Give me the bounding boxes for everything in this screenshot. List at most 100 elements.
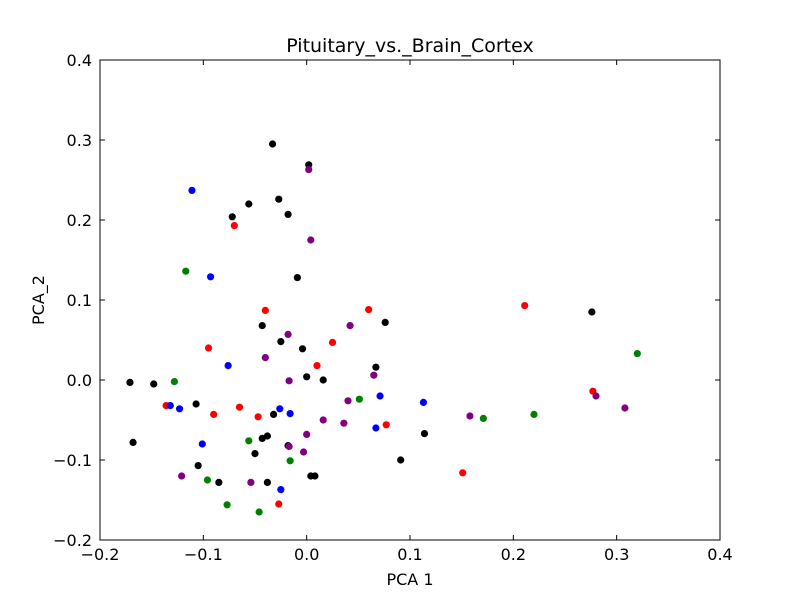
data-point xyxy=(228,213,236,221)
data-point xyxy=(268,140,277,148)
data-point xyxy=(284,330,292,338)
data-point xyxy=(235,403,244,411)
data-point xyxy=(621,404,629,412)
data-point xyxy=(307,236,315,244)
data-point xyxy=(286,410,294,418)
data-point xyxy=(210,410,218,418)
data-point xyxy=(206,273,215,281)
data-point xyxy=(166,402,174,410)
data-point xyxy=(633,350,641,358)
data-point xyxy=(245,437,253,445)
data-point xyxy=(370,371,378,379)
data-point xyxy=(313,362,321,370)
data-point xyxy=(328,338,337,346)
data-point xyxy=(420,430,429,438)
data-point xyxy=(255,508,263,516)
data-point xyxy=(258,322,266,330)
y-tick-label: −0.2 xyxy=(53,531,92,550)
data-point xyxy=(150,380,158,388)
data-point xyxy=(303,430,311,438)
data-point xyxy=(194,462,202,470)
data-point xyxy=(126,378,134,386)
x-tick-label: 0.2 xyxy=(501,545,526,564)
data-point xyxy=(344,397,352,405)
y-tick-label: 0.2 xyxy=(67,211,92,230)
data-point xyxy=(466,412,474,420)
y-tick-label: 0.1 xyxy=(67,291,92,310)
data-point xyxy=(203,476,212,484)
data-point xyxy=(251,450,259,458)
data-point xyxy=(588,308,596,316)
data-point xyxy=(261,354,269,362)
data-point xyxy=(419,398,428,406)
data-point xyxy=(198,440,206,448)
data-point xyxy=(530,410,538,418)
data-point xyxy=(182,267,190,275)
data-point xyxy=(129,438,137,446)
data-point xyxy=(275,195,283,203)
data-point xyxy=(270,410,278,418)
data-point xyxy=(521,302,529,310)
data-point xyxy=(340,419,348,427)
data-point xyxy=(178,472,186,480)
series-4 xyxy=(170,267,641,516)
data-point xyxy=(305,166,313,174)
y-tick-label: −0.1 xyxy=(53,451,92,470)
x-tick-label: 0.0 xyxy=(294,545,319,564)
y-tick-label: 0.4 xyxy=(67,51,92,70)
series-2 xyxy=(166,186,428,494)
data-point xyxy=(263,478,271,486)
data-point xyxy=(215,478,223,486)
data-point xyxy=(311,472,319,480)
data-point xyxy=(299,448,308,456)
data-point xyxy=(230,222,238,230)
data-point xyxy=(592,392,600,400)
data-point xyxy=(247,478,255,486)
data-point xyxy=(254,413,262,421)
chart-title: Pituitary_vs._Brain_Cortex xyxy=(286,35,533,57)
data-point xyxy=(275,500,283,508)
data-point xyxy=(372,424,380,432)
data-point xyxy=(372,363,380,371)
data-point xyxy=(319,376,327,384)
data-point xyxy=(188,186,196,194)
data-point xyxy=(276,405,284,413)
data-point xyxy=(224,362,232,370)
data-point xyxy=(223,501,231,509)
series-0 xyxy=(126,140,596,486)
x-tick-label: 0.3 xyxy=(604,545,629,564)
data-point xyxy=(397,456,405,464)
points-layer xyxy=(126,140,641,516)
data-point xyxy=(277,486,285,494)
data-point xyxy=(381,318,389,326)
x-tick-label: −0.2 xyxy=(81,545,120,564)
x-tick-label: 0.4 xyxy=(707,545,732,564)
plot-area xyxy=(100,60,720,540)
data-point xyxy=(355,395,363,403)
data-point xyxy=(285,442,293,450)
series-3 xyxy=(178,166,629,486)
data-point xyxy=(459,469,467,477)
data-point xyxy=(261,306,269,314)
data-point xyxy=(298,345,307,353)
data-point xyxy=(346,322,354,330)
data-point xyxy=(365,306,373,314)
data-point xyxy=(293,274,301,282)
data-point xyxy=(376,392,384,400)
data-point xyxy=(277,338,285,346)
data-point xyxy=(303,373,311,381)
data-point xyxy=(319,416,327,424)
data-point xyxy=(382,421,390,429)
data-point xyxy=(286,457,294,465)
data-point xyxy=(245,200,253,208)
data-point xyxy=(204,344,213,352)
data-point xyxy=(175,405,184,413)
y-axis-label: PCA_2 xyxy=(29,275,49,325)
data-point xyxy=(263,432,271,440)
ticks-layer: −0.2 −0.1 0.0 0.1 0.2 0.3 0.4 −0.2 −0.1 0.0 0.1 0.2… xyxy=(53,51,733,564)
data-point xyxy=(192,400,200,408)
data-point xyxy=(284,210,292,218)
y-tick-label: 0.0 xyxy=(67,371,92,390)
y-tick-label: 0.3 xyxy=(67,131,92,150)
